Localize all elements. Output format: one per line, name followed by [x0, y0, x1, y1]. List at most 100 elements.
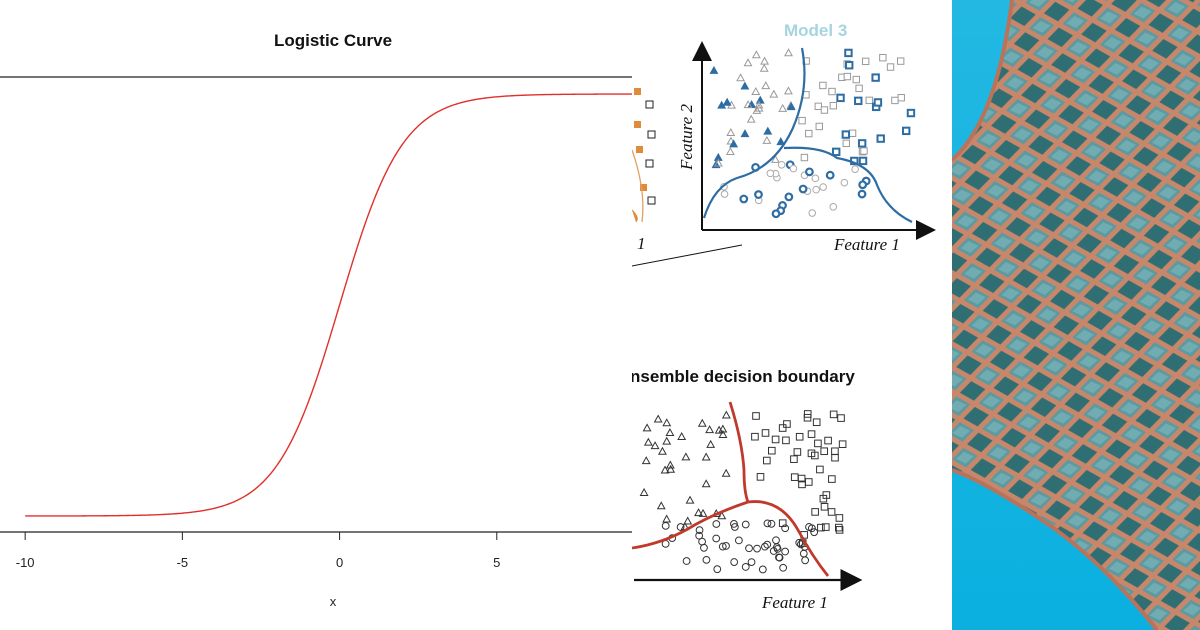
square-marker [793, 448, 802, 456]
orange-square-marker [636, 146, 643, 153]
square-marker [771, 435, 780, 444]
square-marker [852, 75, 860, 84]
triangle-marker [776, 137, 786, 146]
circle-marker [829, 203, 838, 211]
square-marker [761, 429, 770, 437]
logistic-chart-panel: Logistic Curve -10 -5 0 5 x [0, 31, 632, 609]
triangle-marker [660, 465, 670, 474]
square-marker [797, 474, 806, 483]
square-marker [824, 436, 832, 445]
ensemble-boundary-right [747, 500, 830, 577]
x-tick-label: 0 [336, 555, 343, 570]
triangle-marker [754, 103, 764, 112]
square-marker [816, 465, 824, 474]
triangle-marker [685, 495, 695, 504]
triangle-marker [701, 452, 711, 461]
square-marker [865, 96, 873, 105]
square-marker [782, 436, 790, 445]
triangle-marker [759, 63, 769, 72]
triangle-marker [754, 100, 764, 109]
triangle-marker [751, 87, 761, 96]
circle-marker [676, 523, 685, 531]
square-marker [861, 57, 870, 66]
x-axis-label: x [330, 594, 337, 609]
square-marker [805, 129, 813, 138]
square-marker [858, 156, 868, 166]
circle-marker [798, 184, 808, 194]
circle-marker [695, 526, 704, 535]
chart-title: Logistic Curve [274, 31, 392, 50]
building-edge-bottom [952, 468, 1159, 630]
square-marker [838, 440, 847, 448]
circle-marker [771, 209, 781, 219]
x-ticks: -10 -5 0 5 [16, 532, 500, 570]
circle-marker [722, 542, 730, 550]
ensemble-points [639, 410, 847, 574]
square-marker [804, 478, 813, 486]
triangle-marker [701, 479, 711, 488]
square-marker [843, 72, 852, 81]
triangle-marker [755, 95, 765, 104]
square-marker [778, 424, 787, 432]
triangle-marker [760, 56, 770, 65]
model3-title: Model 3 [784, 21, 847, 40]
triangle-marker [762, 135, 772, 144]
square-marker [876, 134, 885, 143]
building-lattice [952, 0, 1200, 630]
circle-marker [698, 537, 706, 546]
square-marker [795, 432, 804, 441]
model3-plot: Model 3 Feature 2 Feature 1 [677, 21, 936, 254]
square-marker [647, 130, 656, 139]
square-marker [835, 526, 844, 534]
circle-marker [730, 558, 739, 566]
square-marker [807, 430, 816, 438]
square-marker [752, 412, 760, 420]
x-tick-label: -10 [16, 555, 35, 570]
architecture-photo-icon [952, 0, 1200, 630]
circle-marker [781, 524, 790, 533]
circle-marker [767, 519, 776, 528]
model3-y-label: Feature 2 [677, 104, 696, 171]
orange-square-marker [640, 184, 647, 191]
circle-marker [730, 523, 739, 531]
square-marker [886, 63, 895, 71]
circle-marker [758, 565, 767, 574]
square-marker [854, 96, 863, 106]
triangle-marker [643, 437, 653, 446]
square-marker [798, 116, 806, 125]
circle-marker [754, 190, 763, 199]
circle-marker [801, 556, 810, 565]
triangle-marker [713, 158, 723, 167]
square-marker [906, 108, 916, 118]
circle-marker [695, 531, 704, 540]
triangle-marker [677, 431, 687, 441]
triangle-marker [706, 439, 716, 448]
orange-partial-marker [632, 209, 638, 223]
triangle-marker [642, 423, 652, 432]
circle-marker [789, 164, 798, 173]
square-marker [645, 100, 654, 109]
circle-marker [784, 192, 794, 202]
square-marker [844, 48, 853, 58]
circle-marker [720, 190, 729, 198]
ensemble-x-label: Feature 1 [761, 593, 828, 612]
triangle-marker [639, 487, 649, 496]
triangle-marker [681, 452, 691, 461]
logistic-curve-line [25, 93, 632, 517]
square-marker [790, 473, 799, 481]
triangle-marker [705, 425, 715, 434]
circle-marker [741, 563, 750, 571]
circle-marker [763, 519, 772, 528]
model2-boundary [632, 149, 644, 223]
square-marker [836, 93, 845, 103]
triangle-marker [729, 139, 739, 148]
model3-x-label: Feature 1 [833, 235, 900, 254]
square-marker [811, 508, 819, 516]
triangle-marker [726, 136, 736, 145]
square-marker [812, 418, 821, 427]
orange-square-marker [634, 88, 641, 95]
circle-marker [812, 185, 820, 194]
triangle-marker [743, 58, 753, 67]
triangle-marker [709, 65, 719, 74]
circle-marker [807, 524, 816, 533]
